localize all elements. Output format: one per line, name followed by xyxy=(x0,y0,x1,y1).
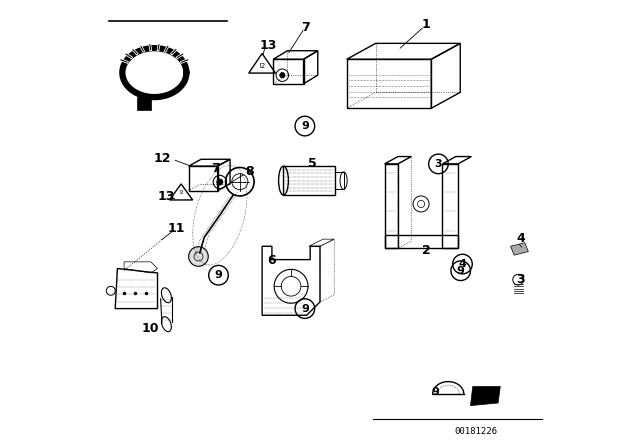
Text: 8: 8 xyxy=(245,165,254,178)
Text: 9: 9 xyxy=(301,304,308,314)
Circle shape xyxy=(280,73,285,78)
Text: 9: 9 xyxy=(432,387,440,397)
Text: 4: 4 xyxy=(458,259,467,269)
Text: 3: 3 xyxy=(516,273,525,286)
Polygon shape xyxy=(136,97,151,111)
Text: 13: 13 xyxy=(157,190,175,203)
Text: 7: 7 xyxy=(301,21,310,34)
Text: 9: 9 xyxy=(457,266,465,276)
Text: 2: 2 xyxy=(422,244,430,257)
Text: 9: 9 xyxy=(301,121,308,131)
Text: !2: !2 xyxy=(178,190,184,195)
Polygon shape xyxy=(511,243,529,255)
Circle shape xyxy=(217,179,223,185)
Polygon shape xyxy=(470,387,500,405)
Text: !2: !2 xyxy=(259,63,266,69)
Text: 5: 5 xyxy=(308,157,317,170)
Text: 7: 7 xyxy=(211,162,220,175)
Text: 3: 3 xyxy=(435,159,442,169)
Text: 13: 13 xyxy=(260,39,277,52)
Text: 00181226: 00181226 xyxy=(454,426,497,435)
Text: 4: 4 xyxy=(516,232,525,245)
Text: 6: 6 xyxy=(268,254,276,267)
Text: 1: 1 xyxy=(422,18,430,31)
Text: 12: 12 xyxy=(153,151,171,164)
Circle shape xyxy=(189,247,208,266)
Text: 9: 9 xyxy=(214,270,223,280)
Text: 11: 11 xyxy=(168,222,186,235)
Text: 10: 10 xyxy=(141,322,159,335)
